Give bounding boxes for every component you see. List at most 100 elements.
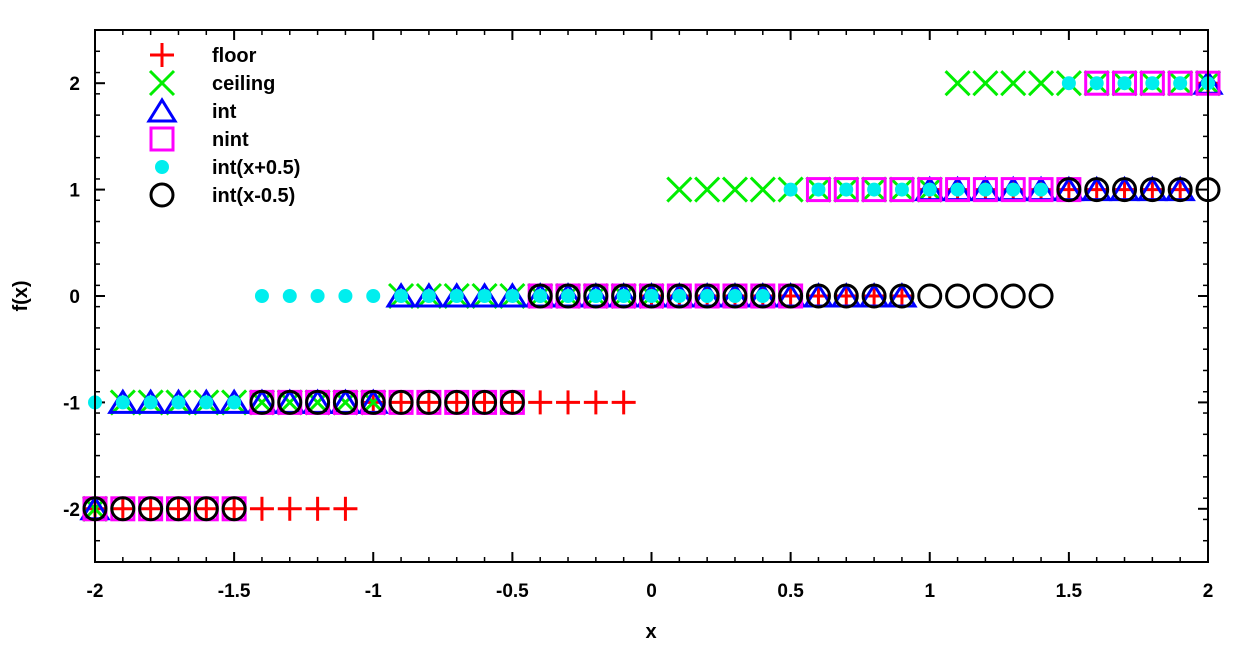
data-point — [254, 289, 269, 303]
data-point — [1006, 182, 1021, 197]
data-point — [1173, 76, 1188, 91]
data-point — [555, 283, 581, 309]
data-point — [727, 289, 742, 303]
data-point — [611, 283, 637, 309]
data-point — [221, 496, 247, 522]
data-point — [950, 182, 965, 197]
plot-frame — [94, 29, 1209, 563]
data-point — [444, 389, 470, 415]
data-point — [416, 390, 441, 415]
data-point — [227, 395, 242, 410]
data-point — [839, 182, 854, 197]
x-axis-label: x — [645, 621, 656, 643]
data-point — [533, 289, 548, 303]
legend-label: int(x+0.5) — [212, 157, 300, 179]
data-point — [333, 496, 358, 521]
data-point — [972, 283, 998, 309]
data-point — [861, 177, 887, 203]
data-point — [138, 496, 163, 521]
data-point — [171, 395, 186, 410]
data-point — [472, 390, 497, 415]
data-point — [1028, 177, 1054, 203]
data-point — [666, 176, 693, 203]
data-point — [277, 389, 303, 415]
y-tick-label: -1 — [63, 393, 80, 414]
legend-marker — [155, 160, 169, 174]
x-tick-label: -0.5 — [496, 581, 529, 602]
x-tick-label: 1.5 — [1056, 581, 1083, 602]
data-point — [477, 289, 492, 303]
data-point — [110, 496, 136, 522]
y-tick-label: 2 — [69, 74, 80, 95]
x-tick-label: -1.5 — [218, 581, 251, 602]
data-point — [421, 289, 436, 303]
data-point — [338, 289, 353, 303]
data-point — [611, 390, 636, 415]
legend-label: ceiling — [212, 73, 275, 95]
data-point — [556, 390, 581, 415]
data-point — [889, 283, 915, 309]
legend-label: int(x-0.5) — [212, 185, 295, 207]
data-point — [249, 496, 274, 521]
data-point — [616, 289, 631, 303]
data-point — [889, 177, 915, 203]
data-point — [527, 283, 553, 309]
series-int-x-0-5 — [88, 76, 1215, 410]
data-point — [115, 395, 130, 410]
data-point — [922, 182, 937, 197]
legend-marker — [149, 126, 175, 152]
data-point — [310, 289, 325, 303]
x-tick-label: 0 — [646, 581, 657, 602]
data-point — [721, 176, 749, 203]
data-point — [972, 177, 998, 203]
data-point — [944, 70, 971, 97]
data-point — [1112, 177, 1138, 203]
x-tick-label: 2 — [1203, 581, 1214, 602]
legend-label: floor — [212, 45, 257, 67]
data-point — [978, 182, 993, 197]
data-point — [1084, 70, 1110, 96]
y-tick-label: 1 — [69, 181, 80, 202]
data-point — [867, 182, 882, 197]
data-point — [783, 182, 798, 197]
data-point — [305, 389, 331, 415]
x-tick-label: -2 — [87, 581, 104, 602]
data-point — [277, 496, 302, 521]
y-axis-label: f(x) — [10, 280, 32, 311]
legend-marker — [146, 97, 178, 123]
data-point — [639, 283, 664, 309]
data-point — [805, 283, 831, 309]
data-point — [499, 389, 525, 415]
data-point — [1000, 177, 1026, 203]
data-point — [945, 177, 971, 203]
data-point — [1028, 283, 1054, 309]
data-point — [394, 289, 409, 303]
data-point — [749, 176, 776, 203]
data-point — [1089, 76, 1104, 91]
data-point — [694, 176, 721, 203]
data-point — [416, 389, 442, 415]
data-point — [778, 283, 804, 309]
data-point — [500, 390, 525, 415]
data-point — [672, 289, 687, 303]
data-point — [666, 283, 692, 309]
data-point — [305, 496, 330, 521]
data-point — [561, 289, 576, 303]
data-point — [833, 177, 859, 203]
data-marks — [79, 69, 1224, 522]
data-point — [110, 496, 135, 521]
data-point — [1139, 70, 1165, 96]
legend-marker — [150, 43, 174, 67]
data-point — [588, 289, 603, 303]
data-point — [1117, 76, 1132, 91]
data-point — [366, 289, 381, 303]
data-point — [694, 283, 720, 309]
data-point — [332, 389, 358, 415]
data-point — [449, 289, 464, 303]
data-point — [199, 395, 214, 410]
data-point — [583, 283, 609, 309]
legend-label: int — [212, 101, 237, 123]
data-point — [1027, 70, 1055, 97]
y-tick-label: -2 — [63, 500, 80, 521]
data-point — [505, 289, 520, 303]
